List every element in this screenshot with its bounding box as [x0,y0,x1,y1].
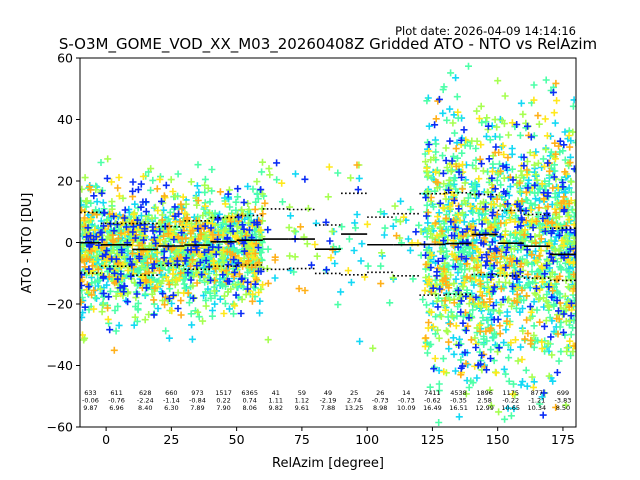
bin-stat-text: 7.90 [216,404,230,412]
bin-stat-text: -3.83 [555,397,572,405]
bin-stat-text: 699 [557,389,569,397]
bin-stat-text: 26 [376,389,384,397]
bin-stat-text: 611 [110,389,122,397]
bin-stat-text: 13.25 [345,404,364,412]
bin-stat-text: 12.99 [475,404,494,412]
bin-stat-text: 660 [165,389,177,397]
bin-stat-text: -0.73 [398,397,415,405]
x-tick-label: 25 [163,432,179,447]
bin-stat-text: -2.19 [320,397,337,405]
x-tick-label: 125 [420,432,444,447]
chart-title: S-O3M_GOME_VOD_XX_M03_20260408Z Gridded … [59,35,597,54]
x-tick-label: 150 [486,432,510,447]
bin-lines [80,192,576,296]
x-tick-label: 175 [551,432,575,447]
bin-stat-text: 16.51 [449,404,468,412]
bin-stat-text: 41 [272,389,280,397]
bin-stat-text: 10.09 [397,404,416,412]
bin-stat-text: 1.12 [295,397,309,405]
bin-stat-text: 9.87 [83,404,97,412]
bin-stat-text: -0.73 [372,397,389,405]
bin-stat-text: 2.74 [347,397,361,405]
bin-stat-text: 6.30 [164,404,178,412]
bin-stat-text: 628 [139,389,151,397]
x-tick-label: 75 [294,432,310,447]
x-axis: 0 25 50 75 100 125 150 175 [102,427,575,447]
bin-stat-text: 1.11 [269,397,283,405]
bin-stat-text: 4538 [450,389,467,397]
bin-stat-text: 973 [191,389,203,397]
bin-stat-text: 7411 [424,389,441,397]
bin-stat-text: 1175 [502,389,519,397]
scatter-points [80,62,576,427]
y-tick-label: −20 [47,297,73,312]
bin-stat-text: -0.35 [450,397,467,405]
bin-stat-text: 16.49 [423,404,442,412]
bin-stat-text: 2.58 [477,397,491,405]
y-tick-label: 20 [57,174,73,189]
bin-stat-text: 7.88 [321,404,335,412]
bin-stat-labels: 633-0.069.87611-0.766.96628-2.248.40660-… [82,389,571,412]
plot-date: Plot date: 2026-04-09 14:14:16 [395,24,576,38]
bin-stat-text: 877 [531,389,543,397]
bin-stat-text: 1517 [215,389,232,397]
bin-stat-text: -0.84 [189,397,206,405]
bin-stat-text: -0.06 [82,397,99,405]
bin-stat-text: 59 [298,389,306,397]
bin-stat-text: 8.40 [138,404,152,412]
bin-stat-text: 10.34 [528,404,547,412]
y-tick-label: −60 [47,420,73,435]
x-tick-label: 100 [355,432,379,447]
bin-stat-text: -0.76 [108,397,125,405]
bin-stat-text: -1.14 [163,397,180,405]
x-tick-label: 50 [229,432,245,447]
bin-stat-text: 8.98 [373,404,387,412]
bin-stat-text: 25 [350,389,358,397]
bin-stat-text: 8.50 [556,404,570,412]
bin-stat-text: 1896 [476,389,493,397]
bin-stat-text: 633 [84,389,96,397]
bin-stat-text: 10.65 [501,404,520,412]
bin-stat-text: 0.22 [216,397,230,405]
bin-stat-text: -2.24 [137,397,154,405]
bin-stat-text: 0.74 [242,397,256,405]
x-axis-label: RelAzim [degree] [272,456,384,471]
bin-stat-text: 6365 [241,389,258,397]
bin-stat-text: 7.89 [190,404,204,412]
y-axis: −60 −40 −20 0 20 40 60 [47,51,80,435]
bin-stat-text: 9.82 [269,404,283,412]
bin-stat-text: -0.22 [502,397,519,405]
bin-stat-text: 49 [324,389,332,397]
bin-stat-text: -1.21 [528,397,545,405]
bin-stat-text: 14 [402,389,410,397]
bin-stat-text: 8.06 [242,404,256,412]
y-tick-label: 0 [65,235,73,250]
x-tick-label: 0 [102,432,110,447]
bin-stat-text: -0.62 [424,397,441,405]
y-tick-label: 60 [57,51,73,66]
bin-stat-text: 9.61 [295,404,309,412]
scatter-markers [80,88,576,427]
bin-stat-text: 6.96 [109,404,123,412]
y-axis-label: ATO - NTO [DU] [20,193,35,294]
y-tick-label: −40 [47,358,73,373]
y-tick-label: 40 [57,112,73,127]
